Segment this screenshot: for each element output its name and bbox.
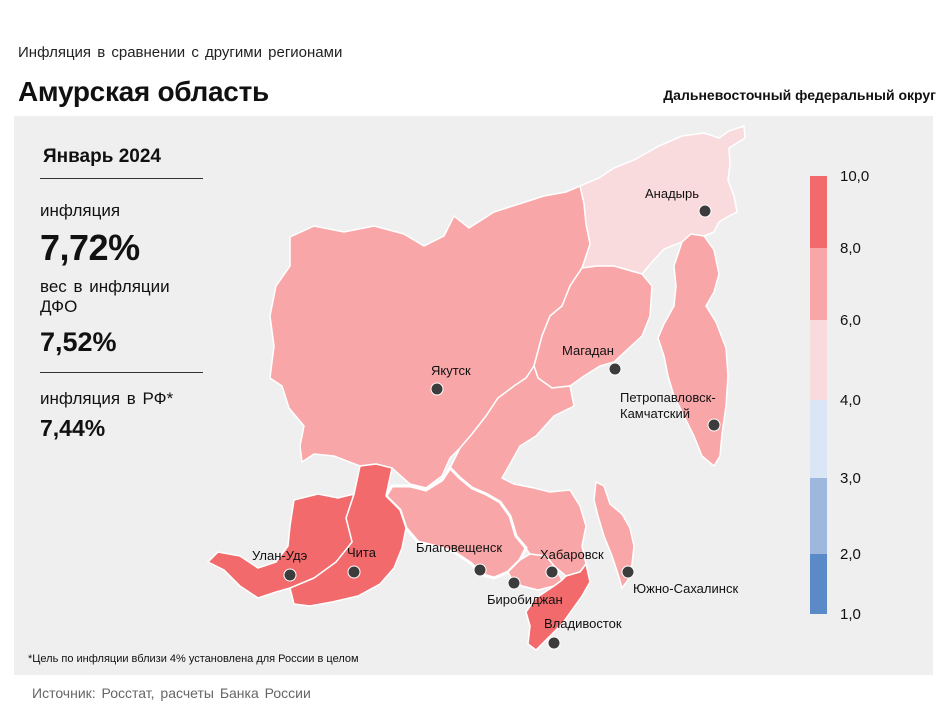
city-label: Хабаровск — [540, 547, 604, 562]
legend-swatch — [810, 320, 827, 400]
region-buryatia — [206, 492, 356, 599]
district-title: Дальневосточный федеральный округ — [663, 87, 936, 103]
city-marker — [698, 204, 712, 218]
weight-value: 7,52% — [40, 327, 117, 357]
legend-swatch — [810, 176, 827, 248]
legend-tick-label: 8,0 — [840, 240, 861, 257]
city-label: Камчатский — [620, 406, 690, 421]
region-magadan — [533, 265, 653, 389]
weight-label: вес в инфляции ДФО — [40, 277, 170, 316]
map-panel: Январь 2024 инфляция 7,72% вес в инфляци… — [14, 116, 933, 675]
region-sakhalin — [593, 480, 635, 590]
legend: 10,0 8,0 6,0 4,0 3,0 2,0 1,0 — [810, 168, 869, 623]
city-marker — [283, 568, 297, 582]
city-label: Петропавловск- — [620, 390, 716, 405]
city-label: Чита — [347, 545, 377, 560]
region-amur — [384, 465, 528, 580]
page-subtitle: Инфляция в сравнении с другими регионами — [18, 44, 343, 61]
rf-inflation-label: инфляция в РФ* — [40, 389, 174, 408]
page-title: Амурская область — [18, 76, 269, 107]
divider — [40, 372, 203, 373]
legend-tick-label: 3,0 — [840, 470, 861, 487]
inflation-value: 7,72% — [40, 227, 140, 268]
region-kamchatka — [657, 233, 729, 468]
legend-swatch — [810, 248, 827, 320]
city-label: Биробиджан — [487, 592, 563, 607]
region-primorye — [525, 562, 591, 651]
legend-tick-label: 2,0 — [840, 546, 861, 563]
info-block: Январь 2024 инфляция 7,72% вес в инфляци… — [40, 146, 205, 442]
period-label: Январь 2024 — [43, 146, 161, 167]
city-marker — [430, 382, 444, 396]
city-label: Якутск — [431, 363, 471, 378]
city-marker — [707, 418, 721, 432]
city-label: Благовещенск — [416, 540, 502, 555]
legend-tick-label: 10,0 — [840, 168, 869, 185]
legend-swatch — [810, 400, 827, 478]
legend-swatch — [810, 478, 827, 554]
city-label: Улан-Удэ — [252, 548, 308, 563]
source-note: Источник: Росстат, расчеты Банка России — [32, 685, 311, 701]
city-marker — [621, 565, 635, 579]
city-marker — [545, 565, 559, 579]
legend-tick-label: 1,0 — [840, 606, 861, 623]
legend-tick-label: 4,0 — [840, 392, 861, 409]
city-layer: Анадырь Якутск Магадан Петропавловск-Камчат… — [252, 186, 738, 650]
legend-tick-label: 6,0 — [840, 312, 861, 329]
city-label: Магадан — [562, 343, 614, 358]
city-label: Владивосток — [544, 616, 622, 631]
city-label: Южно-Сахалинск — [633, 581, 738, 596]
city-marker — [547, 636, 561, 650]
city-marker — [347, 565, 361, 579]
inflation-label: инфляция — [40, 201, 121, 220]
city-marker — [608, 362, 622, 376]
city-marker — [507, 576, 521, 590]
city-marker — [473, 563, 487, 577]
footnote: *Цель по инфляции вблизи 4% установлена … — [28, 653, 359, 665]
divider — [40, 178, 203, 179]
city-label: Анадырь — [645, 186, 699, 201]
legend-swatch — [810, 554, 827, 614]
map-svg: 10,0 8,0 6,0 4,0 3,0 2,0 1,0 Анадырь Якутск Мага… — [206, 124, 869, 651]
rf-inflation-value: 7,44% — [40, 415, 106, 441]
